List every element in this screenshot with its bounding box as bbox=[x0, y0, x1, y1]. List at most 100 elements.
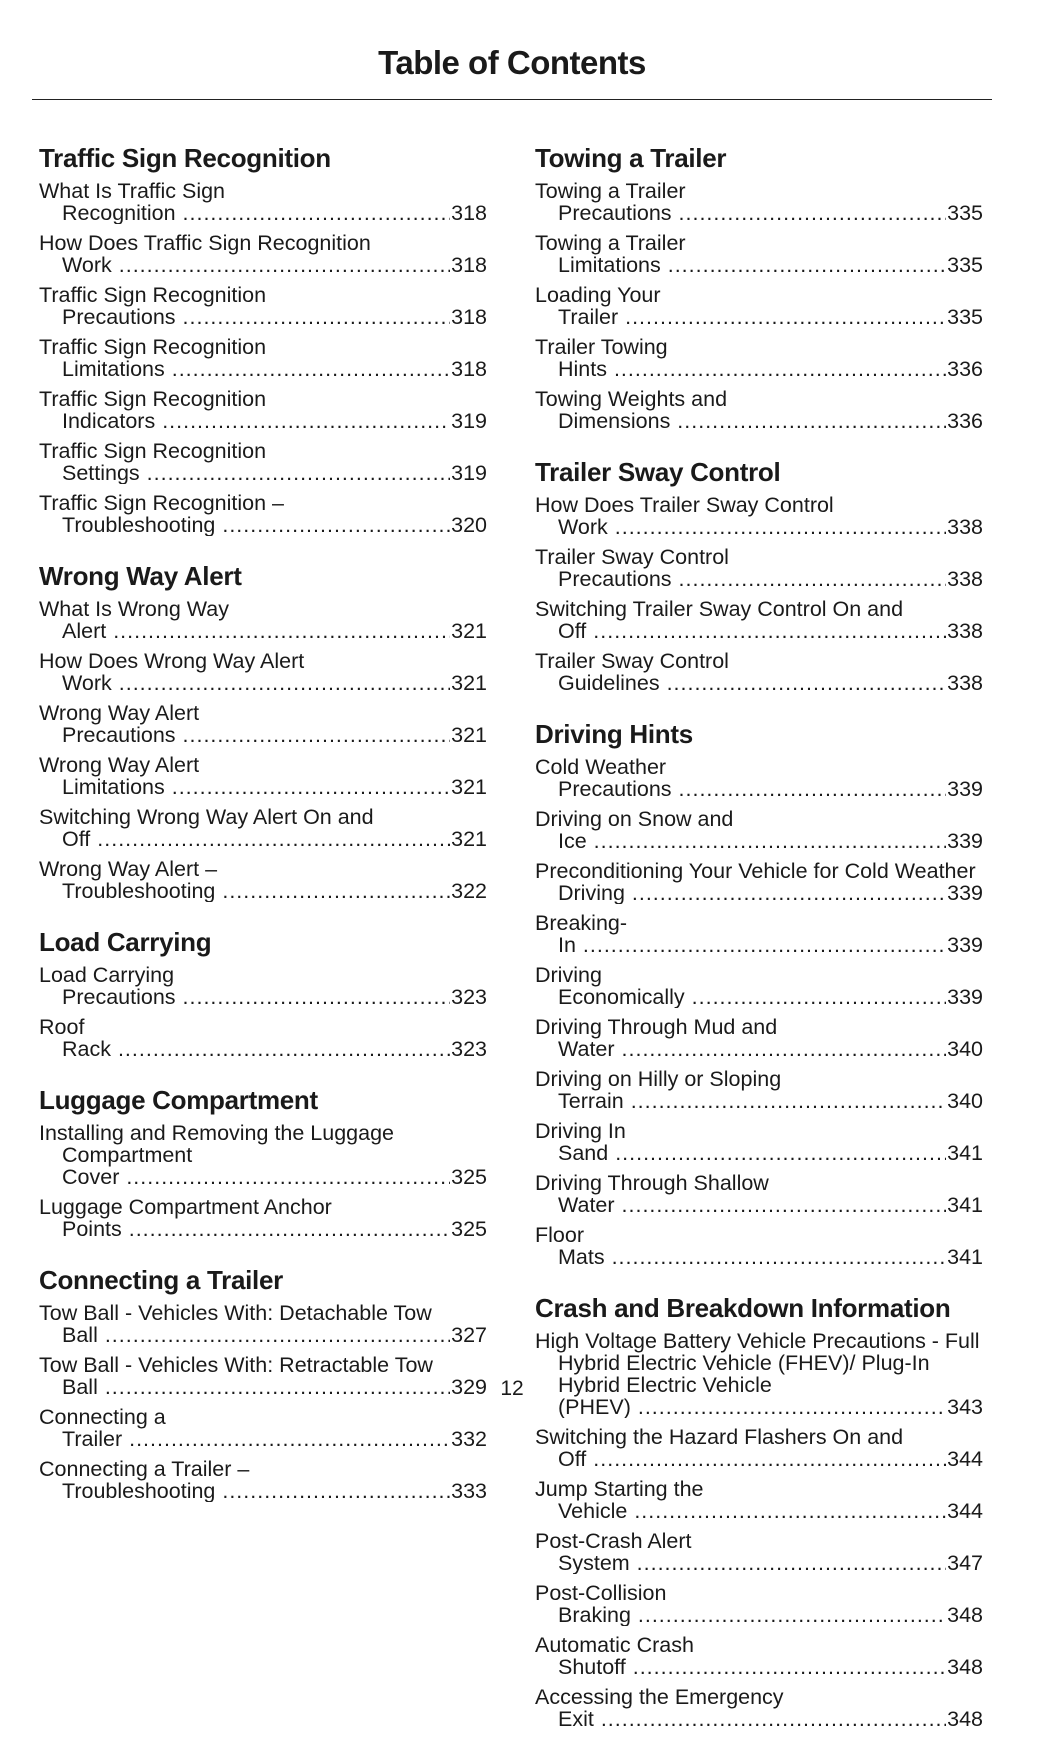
toc-entry[interactable]: Driving on Hilly or Sloping Terrain340 bbox=[535, 1068, 983, 1112]
entry-page-number: 318 bbox=[450, 201, 487, 224]
entry-title: Traffic Sign Recognition Limitations bbox=[39, 336, 487, 380]
toc-entry[interactable]: Installing and Removing the Luggage Comp… bbox=[39, 1122, 487, 1188]
entry-title: Installing and Removing the Luggage Comp… bbox=[39, 1122, 487, 1188]
toc-entry[interactable]: Connecting a Trailer – Troubleshooting33… bbox=[39, 1458, 487, 1502]
toc-entry[interactable]: Automatic Crash Shutoff348 bbox=[535, 1634, 983, 1678]
entry-title: Breaking-In bbox=[535, 912, 983, 956]
entry-page-number: 319 bbox=[450, 409, 487, 432]
entry-page-number: 339 bbox=[946, 985, 983, 1008]
toc-entry[interactable]: Driving Economically339 bbox=[535, 964, 983, 1008]
entry-page-number: 332 bbox=[450, 1427, 487, 1450]
toc-entry[interactable]: Accessing the Emergency Exit348 bbox=[535, 1686, 983, 1730]
toc-entry[interactable]: How Does Trailer Sway Control Work338 bbox=[535, 494, 983, 538]
entry-page-number: 323 bbox=[450, 1037, 487, 1060]
toc-entry[interactable]: Towing Weights and Dimensions336 bbox=[535, 388, 983, 432]
entry-page-number: 322 bbox=[450, 879, 487, 902]
toc-entry[interactable]: Wrong Way Alert Limitations321 bbox=[39, 754, 487, 798]
toc-entry[interactable]: Driving Through Mud and Water340 bbox=[535, 1016, 983, 1060]
toc-section: Crash and Breakdown Information High Volt… bbox=[535, 1294, 983, 1730]
toc-section: Traffic Sign Recognition What Is Traffic … bbox=[39, 144, 487, 536]
toc-entry[interactable]: Switching the Hazard Flashers On and Off… bbox=[535, 1426, 983, 1470]
entry-page-number: 321 bbox=[450, 775, 487, 798]
toc-entry[interactable]: Trailer Towing Hints336 bbox=[535, 336, 983, 380]
toc-entry[interactable]: What Is Wrong Way Alert321 bbox=[39, 598, 487, 642]
entry-title: Floor Mats bbox=[535, 1224, 983, 1268]
toc-entry[interactable]: Switching Trailer Sway Control On and Of… bbox=[535, 598, 983, 642]
entry-page-number: 338 bbox=[946, 671, 983, 694]
entry-page-number: 320 bbox=[450, 513, 487, 536]
section-heading: Load Carrying bbox=[39, 927, 212, 957]
toc-entry[interactable]: Traffic Sign Recognition Precautions318 bbox=[39, 284, 487, 328]
toc-entry[interactable]: How Does Wrong Way Alert Work321 bbox=[39, 650, 487, 694]
entry-page-number: 318 bbox=[450, 357, 487, 380]
toc-entry[interactable]: Jump Starting the Vehicle344 bbox=[535, 1478, 983, 1522]
toc-entry[interactable]: How Does Traffic Sign Recognition Work31… bbox=[39, 232, 487, 276]
toc-entry[interactable]: Floor Mats341 bbox=[535, 1224, 983, 1268]
entry-page-number: 336 bbox=[946, 409, 983, 432]
entry-page-number: 327 bbox=[450, 1323, 487, 1346]
toc-entry[interactable]: Traffic Sign Recognition Indicators319 bbox=[39, 388, 487, 432]
toc-entry[interactable]: Driving Through Shallow Water341 bbox=[535, 1172, 983, 1216]
toc-entry[interactable]: Tow Ball - Vehicles With: Retractable To… bbox=[39, 1354, 487, 1398]
toc-entry[interactable]: Connecting a Trailer332 bbox=[39, 1406, 487, 1450]
entry-title: Trailer Sway Control Guidelines bbox=[535, 650, 983, 694]
entry-title: Tow Ball - Vehicles With: Detachable Tow… bbox=[39, 1302, 487, 1346]
entry-page-number: 344 bbox=[946, 1447, 983, 1470]
toc-entry[interactable]: Post-Crash Alert System347 bbox=[535, 1530, 983, 1574]
entry-title: Jump Starting the Vehicle bbox=[535, 1478, 983, 1522]
entry-title: Driving In Sand bbox=[535, 1120, 983, 1164]
section-heading: Luggage Compartment bbox=[39, 1085, 318, 1115]
entry-page-number: 338 bbox=[946, 515, 983, 538]
toc-entry[interactable]: Loading Your Trailer335 bbox=[535, 284, 983, 328]
toc-entry[interactable]: Driving In Sand341 bbox=[535, 1120, 983, 1164]
toc-entry[interactable]: Switching Wrong Way Alert On and Off321 bbox=[39, 806, 487, 850]
toc-section: Trailer Sway Control How Does Trailer Swa… bbox=[535, 458, 983, 694]
entry-title: Switching the Hazard Flashers On and Off bbox=[535, 1426, 983, 1470]
entry-title: Traffic Sign Recognition Precautions bbox=[39, 284, 487, 328]
entry-title: Trailer Towing Hints bbox=[535, 336, 983, 380]
toc-entry[interactable]: Towing a Trailer Limitations335 bbox=[535, 232, 983, 276]
entry-title: Accessing the Emergency Exit bbox=[535, 1686, 983, 1730]
toc-entry[interactable]: Towing a Trailer Precautions335 bbox=[535, 180, 983, 224]
entry-page-number: 348 bbox=[946, 1707, 983, 1730]
entry-page-number: 340 bbox=[946, 1089, 983, 1112]
entry-page-number: 321 bbox=[450, 671, 487, 694]
toc-entry[interactable]: Trailer Sway Control Precautions338 bbox=[535, 546, 983, 590]
section-heading: Towing a Trailer bbox=[535, 143, 727, 173]
entry-title: How Does Traffic Sign Recognition Work bbox=[39, 232, 487, 276]
entry-title: Driving on Snow and Ice bbox=[535, 808, 983, 852]
toc-entry[interactable]: Preconditioning Your Vehicle for Cold We… bbox=[535, 860, 983, 904]
toc-entry[interactable]: Luggage Compartment Anchor Points325 bbox=[39, 1196, 487, 1240]
entry-title: Wrong Way Alert Precautions bbox=[39, 702, 487, 746]
section-heading: Wrong Way Alert bbox=[39, 561, 242, 591]
title-divider bbox=[32, 99, 992, 100]
toc-entry[interactable]: High Voltage Battery Vehicle Precautions… bbox=[535, 1330, 983, 1418]
toc-entry[interactable]: Tow Ball - Vehicles With: Detachable Tow… bbox=[39, 1302, 487, 1346]
toc-entry[interactable]: Breaking-In339 bbox=[535, 912, 983, 956]
toc-entry[interactable]: Traffic Sign Recognition Limitations318 bbox=[39, 336, 487, 380]
toc-entry[interactable]: Cold Weather Precautions339 bbox=[535, 756, 983, 800]
toc-section: Load Carrying Load Carrying Precautions32… bbox=[39, 928, 487, 1060]
entry-page-number: 323 bbox=[450, 985, 487, 1008]
entry-page-number: 321 bbox=[450, 619, 487, 642]
toc-entry[interactable]: Driving on Snow and Ice339 bbox=[535, 808, 983, 852]
entry-page-number: 325 bbox=[450, 1217, 487, 1240]
toc-entry[interactable]: Post-Collision Braking348 bbox=[535, 1582, 983, 1626]
toc-entry[interactable]: Trailer Sway Control Guidelines338 bbox=[535, 650, 983, 694]
section-heading: Connecting a Trailer bbox=[39, 1265, 283, 1295]
entry-title: Automatic Crash Shutoff bbox=[535, 1634, 983, 1678]
entry-page-number: 318 bbox=[450, 253, 487, 276]
toc-entry[interactable]: Wrong Way Alert – Troubleshooting322 bbox=[39, 858, 487, 902]
entry-page-number: 341 bbox=[946, 1193, 983, 1216]
toc-entry[interactable]: Traffic Sign Recognition – Troubleshooti… bbox=[39, 492, 487, 536]
entry-title: Loading Your Trailer bbox=[535, 284, 983, 328]
toc-entry[interactable]: Roof Rack323 bbox=[39, 1016, 487, 1060]
entry-title: Post-Crash Alert System bbox=[535, 1530, 983, 1574]
toc-entry[interactable]: Traffic Sign Recognition Settings319 bbox=[39, 440, 487, 484]
toc-entry[interactable]: Wrong Way Alert Precautions321 bbox=[39, 702, 487, 746]
toc-entry[interactable]: What Is Traffic Sign Recognition318 bbox=[39, 180, 487, 224]
entry-title: What Is Wrong Way Alert bbox=[39, 598, 487, 642]
toc-entry[interactable]: Load Carrying Precautions323 bbox=[39, 964, 487, 1008]
